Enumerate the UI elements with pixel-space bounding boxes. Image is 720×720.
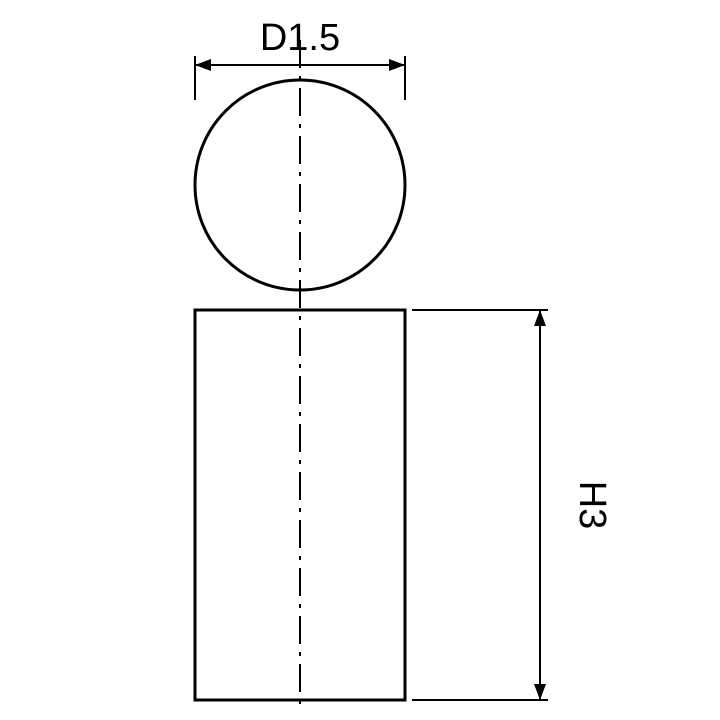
arrowhead-left-icon bbox=[195, 59, 211, 71]
diameter-dimension: D1.5 bbox=[195, 17, 405, 100]
height-dimension: H3 bbox=[412, 310, 613, 700]
arrowhead-right-icon bbox=[389, 59, 405, 71]
cylinder-engineering-drawing: D1.5 H3 bbox=[0, 0, 720, 720]
arrowhead-up-icon bbox=[534, 310, 546, 326]
diameter-label: D1.5 bbox=[260, 17, 340, 59]
arrowhead-down-icon bbox=[534, 684, 546, 700]
height-label: H3 bbox=[571, 481, 613, 530]
